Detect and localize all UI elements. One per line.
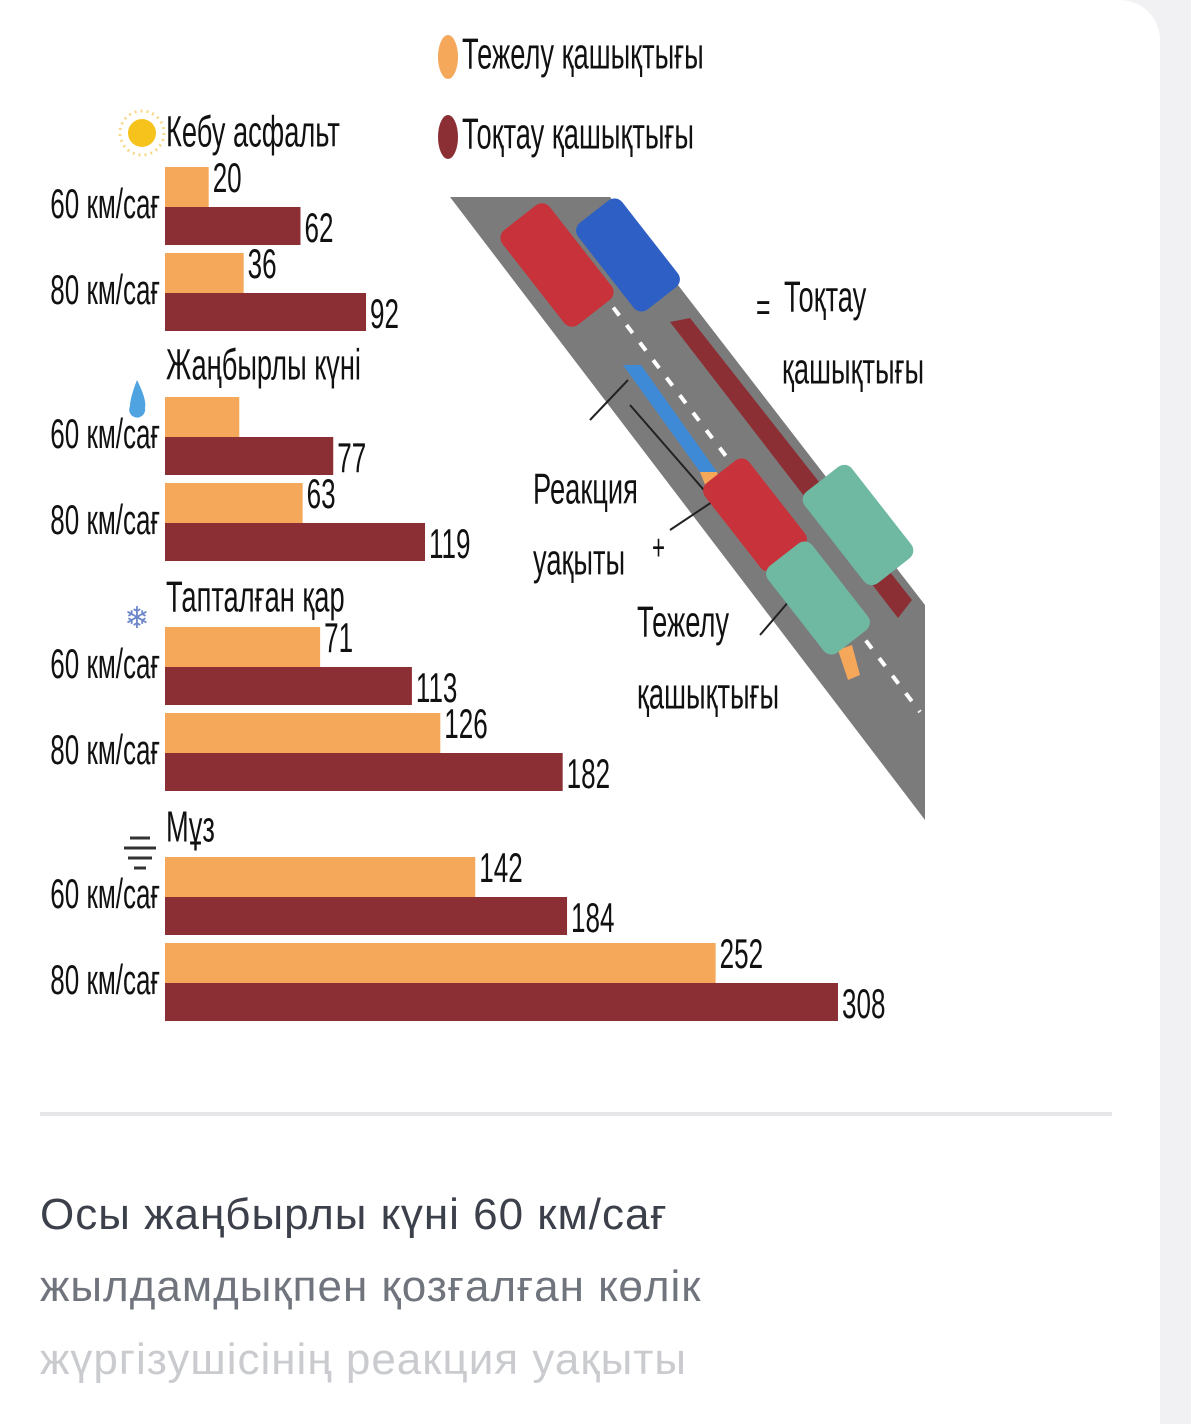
value-label: 308	[842, 981, 885, 1028]
sun-icon	[128, 119, 156, 147]
category-label: 80 км/сағ	[50, 497, 160, 544]
road	[450, 197, 925, 820]
category-label: 80 км/сағ	[50, 957, 160, 1004]
bar	[165, 667, 412, 705]
value-label: 92	[370, 291, 399, 338]
diagram-label: қашықтығы	[782, 344, 924, 393]
value-label: 71	[324, 615, 353, 662]
sun-rays	[118, 109, 166, 157]
category-label: 60 км/сағ	[50, 181, 160, 228]
value-label: 142	[479, 845, 522, 892]
diagram-label: +	[652, 528, 665, 568]
car	[576, 198, 680, 312]
value-label: 126	[444, 701, 487, 748]
diagram-label: Реакция	[533, 464, 638, 513]
question-line: жүргізушісінің реакция уақыты	[40, 1335, 687, 1384]
pointer	[589, 379, 629, 421]
diagram-label: Тежелу	[637, 597, 730, 646]
legend-swatch	[438, 35, 458, 79]
car	[703, 458, 807, 572]
diagram-label: =	[756, 286, 770, 330]
value-label: 182	[567, 751, 610, 798]
bar	[165, 293, 367, 331]
diagram-label: Тоқтау	[784, 272, 867, 321]
bar	[165, 437, 334, 475]
category-label: 80 км/сағ	[50, 267, 160, 314]
diagram-label: уақыты	[533, 535, 625, 584]
value-label: 63	[307, 471, 336, 518]
group-label: Тапталған қар	[166, 572, 345, 621]
bar	[165, 983, 838, 1021]
pointer	[759, 599, 791, 636]
bar	[165, 167, 209, 207]
question-line: Осы жаңбырлы күні 60 км/сағ	[40, 1190, 668, 1239]
bar	[165, 523, 426, 561]
question-line: жылдамдықпен қозғалған көлік	[40, 1262, 702, 1311]
bar	[165, 943, 716, 983]
pointer	[669, 499, 716, 531]
group-label: Кебу асфальт	[166, 107, 340, 156]
car	[766, 541, 870, 655]
legend-label: Тежелу қашықтығы	[462, 29, 704, 78]
value-label: 36	[248, 241, 277, 288]
value-label: 119	[429, 521, 471, 568]
bar	[165, 207, 301, 245]
bar	[165, 253, 244, 293]
category-label: 60 км/сағ	[50, 641, 160, 688]
ice-icon	[124, 836, 156, 870]
diagram-label: қашықтығы	[637, 669, 779, 718]
bar	[165, 857, 476, 897]
reaction-stripe	[623, 365, 717, 472]
card: ❄ Тежелу қашықтығы Тоқтау қашықтығы Кебу а…	[0, 0, 1160, 1424]
snow-icon: ❄	[124, 602, 149, 635]
value-label: 252	[720, 931, 763, 978]
legend-label: Тоқтау қашықтығы	[462, 109, 694, 158]
category-label: 80 км/сағ	[50, 727, 160, 774]
value-label: 77	[337, 435, 366, 482]
car	[500, 203, 614, 327]
value-label: 113	[416, 665, 458, 712]
value-label: 20	[213, 155, 242, 202]
value-label: 62	[304, 205, 333, 252]
bar	[165, 713, 441, 753]
bar	[165, 483, 303, 523]
bar	[165, 753, 563, 791]
category-label: 60 км/сағ	[50, 871, 160, 918]
bar	[165, 627, 321, 667]
group-label: Жаңбырлы күні	[166, 340, 361, 389]
braking-stripe	[838, 645, 860, 680]
group-label: Мұз	[166, 802, 215, 851]
drop-icon	[129, 380, 146, 418]
chart: ❄ Тежелу қашықтығы Тоқтау қашықтығы Кебу а…	[50, 29, 925, 1028]
value-label: 184	[571, 895, 614, 942]
road-surface	[450, 197, 925, 820]
divider	[40, 1112, 1112, 1116]
icons: ❄	[118, 109, 166, 870]
bar	[165, 897, 568, 935]
legend-swatch	[438, 115, 458, 159]
category-label: 60 км/сағ	[50, 411, 160, 458]
car	[802, 464, 914, 586]
bar	[165, 397, 240, 437]
